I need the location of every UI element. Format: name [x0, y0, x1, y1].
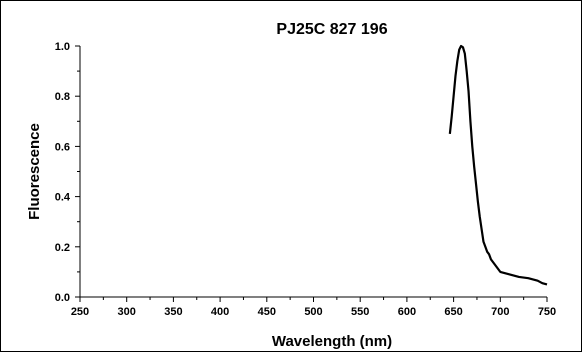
- x-tick-label: 400: [211, 306, 229, 318]
- x-tick-label: 700: [491, 306, 509, 318]
- x-tick-label: 300: [118, 306, 136, 318]
- chart-title: PJ25C 827 196: [276, 21, 387, 38]
- x-tick-label: 350: [164, 306, 182, 318]
- x-tick-label: 650: [444, 306, 462, 318]
- y-tick-label: 0.0: [55, 292, 70, 304]
- y-tick-label: 0.2: [55, 242, 70, 254]
- y-tick-label: 0.8: [55, 91, 70, 103]
- y-tick-label: 0.4: [55, 192, 71, 204]
- fluorescence-series-line: [448, 44, 548, 286]
- x-tick-label: 750: [538, 306, 556, 318]
- y-tick-label: 1.0: [55, 41, 70, 53]
- x-tick-label: 600: [398, 306, 416, 318]
- x-tick-label: 500: [304, 306, 322, 318]
- y-tick-label: 0.6: [55, 141, 70, 153]
- x-tick-label: 550: [351, 306, 369, 318]
- x-tick-label: 250: [71, 306, 89, 318]
- y-axis-title: Fluorescence: [26, 123, 43, 220]
- x-axis-title: Wavelength (nm): [272, 333, 392, 350]
- x-tick-label: 450: [258, 306, 276, 318]
